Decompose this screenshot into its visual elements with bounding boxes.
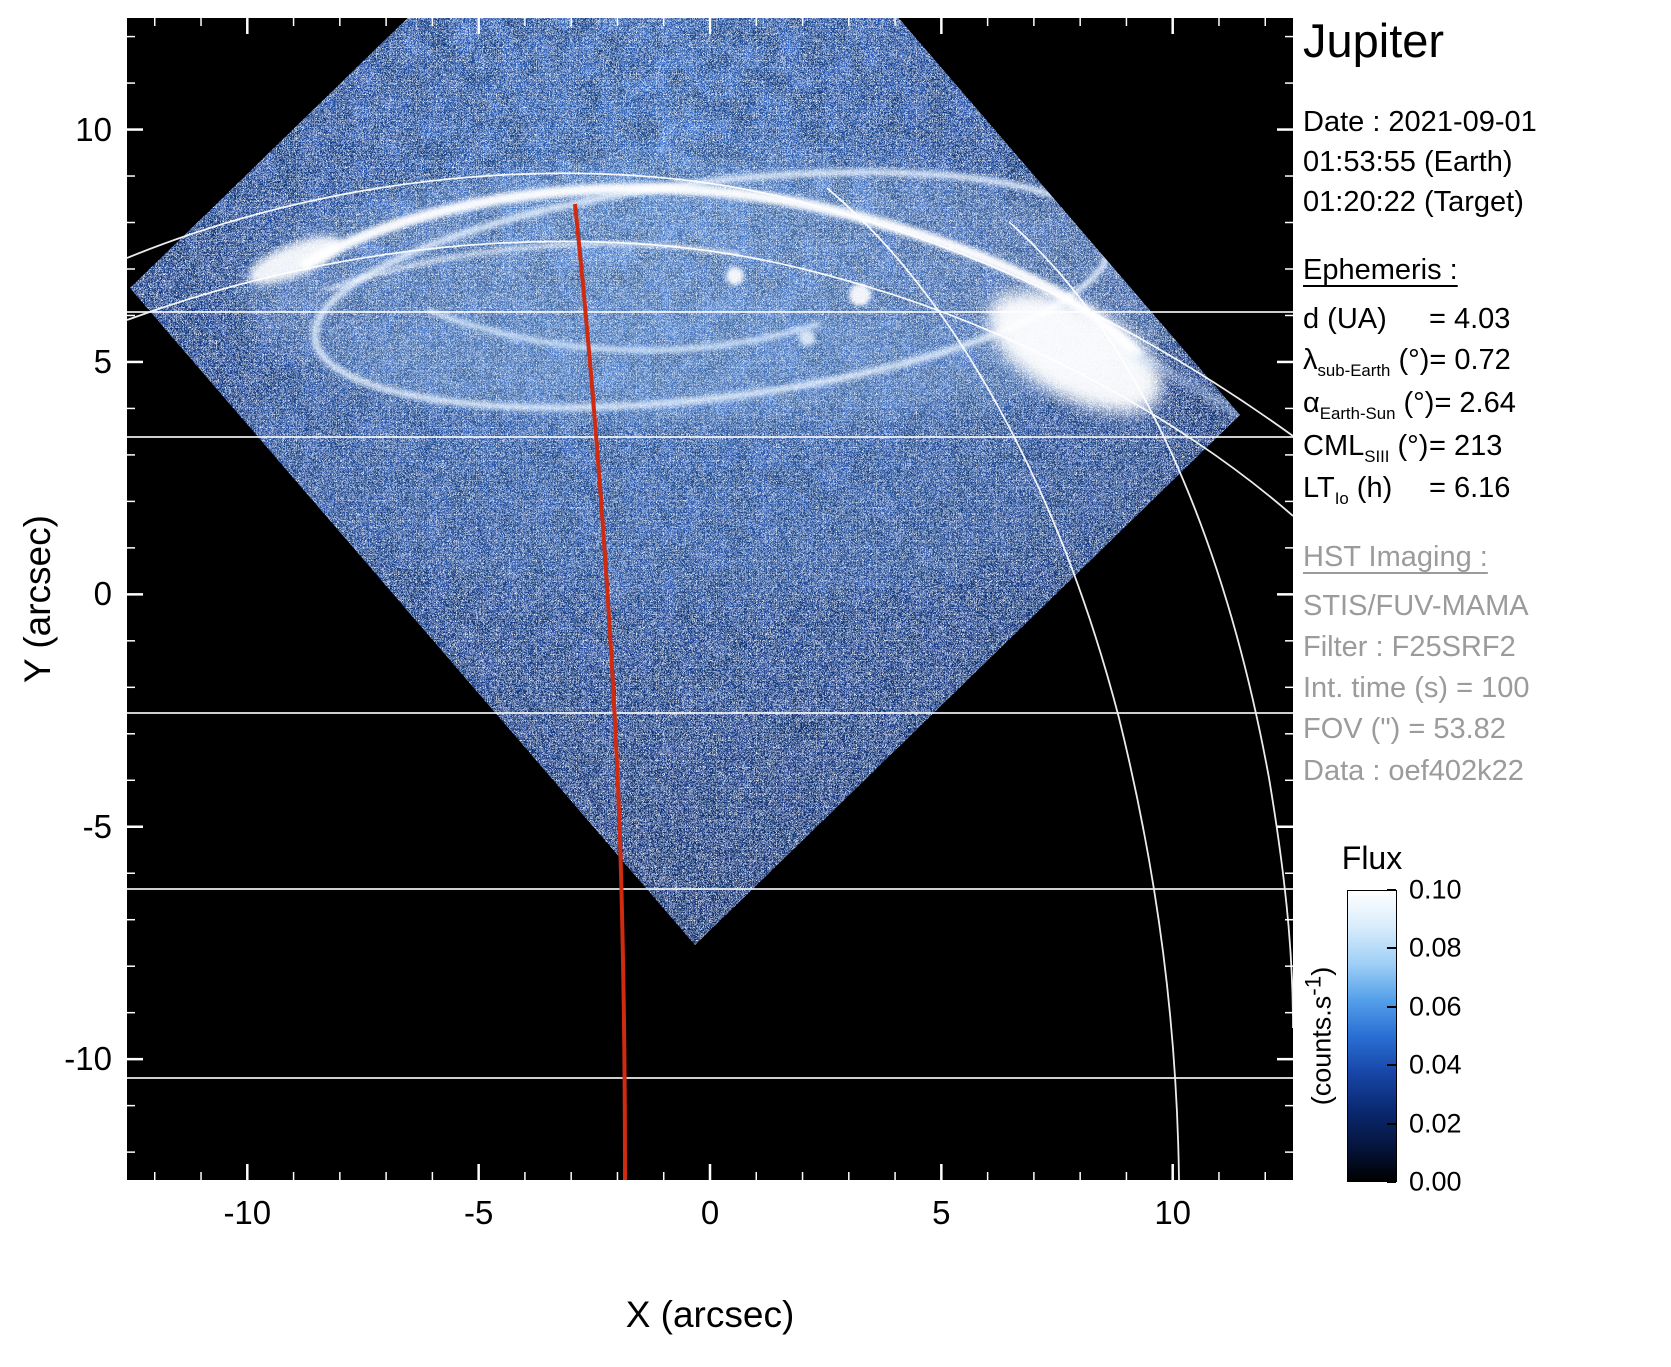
ephemeris-header: Ephemeris : — [1303, 254, 1458, 287]
hst-imaging-line: FOV (") = 53.82 — [1303, 713, 1506, 746]
ephemeris-line: LTIo (h) = 6.16 — [1303, 472, 1511, 509]
colorbar-title: Flux — [1341, 840, 1403, 876]
hst-imaging-line: STIS/FUV-MAMA — [1303, 589, 1529, 622]
colorbar-tick-label: 0.10 — [1409, 874, 1462, 905]
colorbar-bar-wrap — [1347, 889, 1397, 1183]
y-tick-label: 0 — [93, 575, 112, 613]
graticule-lines — [127, 172, 1293, 1180]
colorbar-tick-label: 0.08 — [1409, 932, 1462, 963]
ephemeris-line: CMLSIII (°) = 213 — [1303, 429, 1503, 466]
observation-date: Date : 2021-09-01 — [1303, 106, 1537, 139]
y-tick-label: 10 — [75, 110, 112, 148]
colorbar-unit-label: (counts.s-1) — [1300, 966, 1337, 1106]
y-tick-label: 5 — [93, 342, 112, 380]
colorbar-tickmark — [1387, 1122, 1396, 1125]
colorbar-tickmark — [1387, 1064, 1396, 1067]
page-title: Jupiter — [1303, 14, 1445, 67]
hst-imaging-line: Data : oef402k22 — [1303, 754, 1524, 787]
axis-tickmarks — [127, 18, 1293, 1180]
y-tick-label: -10 — [64, 1040, 112, 1078]
colorbar-tick-labels: 0.10 0.08 0.06 0.04 0.02 0.00 — [1409, 875, 1519, 1197]
y-axis-title: Y (arcsec) — [17, 515, 58, 683]
ephemeris-line: d (UA) = 4.03 — [1303, 303, 1511, 336]
colorbar-tick-label: 0.00 — [1409, 1166, 1462, 1197]
auroral-oval — [248, 168, 1240, 443]
x-tick-label: 5 — [932, 1194, 951, 1231]
colorbar: Flux 0.10 0.08 0.06 0.04 0.02 0.00 (counts.s-… — [1301, 840, 1462, 1197]
colorbar-tick-label: 0.06 — [1409, 991, 1462, 1022]
hst-imaging-lines: STIS/FUV-MAMA Filter : F25SRF2 Int. time (… — [1303, 586, 1671, 792]
ephemeris-line: λsub-Earth (°) = 0.72 — [1303, 344, 1511, 381]
x-axis-title: X (arcsec) — [625, 1294, 795, 1335]
info-panel: Jupiter Date : 2021-09-01 01:53:55 (Eart… — [1303, 14, 1671, 792]
colorbar-tickmark — [1387, 947, 1396, 950]
colorbar-gradient — [1347, 890, 1397, 1182]
colorbar-tickmark — [1387, 1181, 1396, 1183]
colorbar-tickmark — [1387, 889, 1396, 891]
hst-imaging-header: HST Imaging : — [1303, 540, 1488, 573]
observation-time-earth: 01:53:55 (Earth) — [1303, 146, 1513, 179]
hst-imaging-block: HST Imaging : STIS/FUV-MAMA Filter : F25S… — [1303, 541, 1671, 792]
observation-time-target: 01:20:22 (Target) — [1303, 186, 1524, 219]
colorbar-tick-label: 0.02 — [1409, 1108, 1462, 1139]
colorbar-tick-label: 0.04 — [1409, 1049, 1462, 1080]
hst-imaging-line: Filter : F25SRF2 — [1303, 631, 1516, 664]
observation-block: Date : 2021-09-01 01:53:55 (Earth) 01:20… — [1303, 102, 1671, 222]
x-tick-label: 10 — [1154, 1194, 1192, 1231]
ephemeris-block: Ephemeris : d (UA) = 4.03 λsub-Earth (°) = … — [1303, 254, 1671, 511]
jupiter-fuv-aurora-image — [127, 18, 1293, 1180]
hst-imaging-line: Int. time (s) = 100 — [1303, 672, 1530, 705]
cml-meridian-line — [573, 203, 627, 1180]
ephemeris-lines: d (UA) = 4.03 λsub-Earth (°) = 0.72 αEarth-S… — [1303, 299, 1671, 511]
x-tick-label: 0 — [700, 1194, 720, 1231]
ephemeris-line: αEarth-Sun (°) = 2.64 — [1303, 386, 1516, 423]
image-plot-area — [127, 18, 1293, 1180]
colorbar-tickmark — [1387, 1005, 1396, 1008]
x-tick-label: -10 — [223, 1194, 272, 1231]
x-tick-label: -5 — [463, 1194, 494, 1231]
aurora-bright-blob — [987, 291, 1163, 413]
y-tick-label: -5 — [82, 807, 112, 845]
